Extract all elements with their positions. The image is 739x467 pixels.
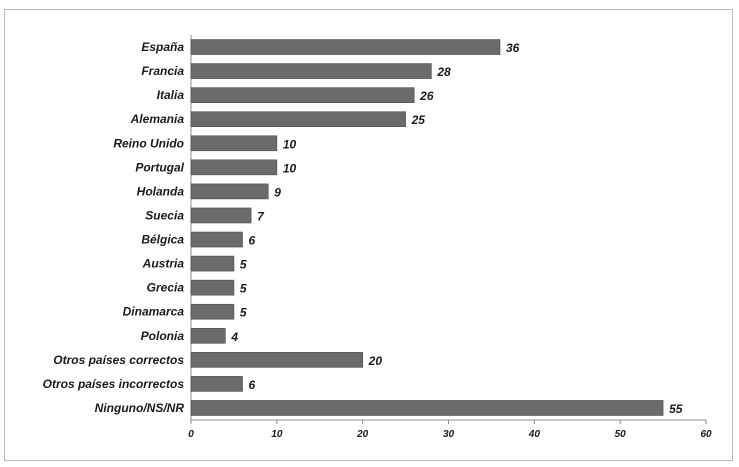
value-label: 6 [249,378,256,392]
bar-4 [190,135,278,152]
x-tick-label: 10 [271,429,283,440]
x-tick-label: 20 [356,429,369,440]
bar-3 [190,111,406,128]
value-label: 7 [257,209,265,223]
category-label: Grecia [147,281,185,295]
x-tick-label: 40 [528,429,541,440]
category-label: Francia [141,64,184,78]
value-label: 6 [249,234,256,248]
x-tick-label: 30 [443,429,455,440]
bar-12 [190,327,226,344]
value-label: 10 [283,161,297,175]
bar-1 [190,63,432,79]
value-label: 36 [506,41,520,55]
value-label: 26 [419,89,434,103]
bar-13 [190,352,363,368]
category-label: Ninguno/NS/NR [95,401,185,415]
bar-8 [190,231,243,248]
bar-7 [190,207,252,224]
category-label: Austria [142,257,185,271]
category-label: Polonia [141,329,185,343]
chart-frame [4,9,733,461]
category-label: Suecia [145,208,184,222]
category-label: Italia [157,88,185,102]
value-label: 4 [230,330,238,344]
value-label: 5 [240,282,247,296]
category-label: España [141,40,184,54]
x-tick-label: 0 [188,429,194,440]
bar-15 [190,400,664,416]
bar-14 [190,376,243,392]
value-label: 9 [274,185,281,199]
value-label: 5 [240,258,247,272]
bar-10 [190,279,235,296]
bar-2 [190,87,415,103]
bar-9 [190,255,235,272]
category-label: Bélgica [141,233,184,247]
category-label: Otros países correctos [53,353,184,367]
category-label: Reino Unido [113,136,184,150]
category-label: Otros países incorrectos [43,377,185,391]
bar-11 [190,303,235,320]
value-label: 55 [669,402,683,416]
category-label: Holanda [137,184,185,198]
category-label: Alemania [130,112,185,126]
bar-0 [190,39,501,55]
x-tick-label: 60 [700,429,712,440]
category-label: Portugal [135,160,184,174]
value-label: 5 [240,306,247,320]
category-label: Dinamarca [123,305,185,319]
value-label: 10 [283,137,297,151]
value-label: 28 [436,65,451,79]
bar-5 [190,159,278,176]
bar-6 [190,183,269,200]
value-label: 20 [368,354,383,368]
value-label: 25 [411,113,426,127]
x-tick-label: 50 [615,429,627,440]
